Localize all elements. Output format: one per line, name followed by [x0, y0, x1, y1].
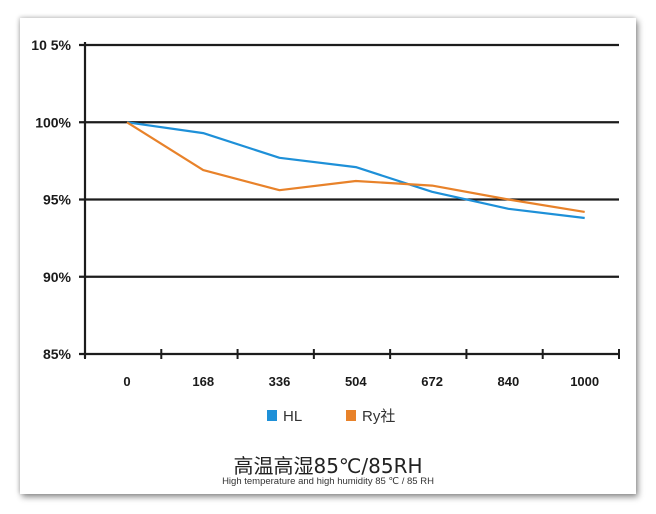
x-tick-label: 336 [269, 374, 291, 389]
series-lines [126, 121, 585, 220]
y-axis: 10 5% 100% 95% 90% 85% [31, 37, 87, 362]
x-tick-label: 0 [123, 374, 130, 389]
legend-swatch-ry [346, 410, 356, 421]
y-tick-label: 85% [43, 346, 72, 362]
x-axis: 0 168 336 504 672 840 1000 [84, 349, 620, 389]
x-tick-label: 840 [498, 374, 520, 389]
series-line-ry [126, 121, 585, 213]
y-tick-label: 10 5% [31, 37, 71, 53]
legend-swatch-hl [267, 410, 277, 421]
legend-label-hl: HL [283, 408, 302, 425]
legend-label-ry: Ry社 [362, 408, 395, 425]
y-tick-label: 100% [35, 114, 71, 130]
x-tick-label: 1000 [570, 374, 599, 389]
y-tick-label: 90% [43, 269, 72, 285]
x-tick-label: 672 [421, 374, 443, 389]
gridlines [79, 43, 619, 356]
x-tick-label: 168 [192, 374, 214, 389]
chart-title: 高温高湿85℃/85RH [233, 454, 423, 478]
legend: HL Ry社 [267, 408, 395, 425]
series-line-hl [126, 121, 585, 220]
chart-subtitle: High temperature and high humidity 85 ℃ … [222, 476, 434, 487]
y-tick-label: 95% [43, 192, 72, 208]
chart-card [20, 18, 636, 494]
x-tick-label: 504 [345, 374, 367, 389]
